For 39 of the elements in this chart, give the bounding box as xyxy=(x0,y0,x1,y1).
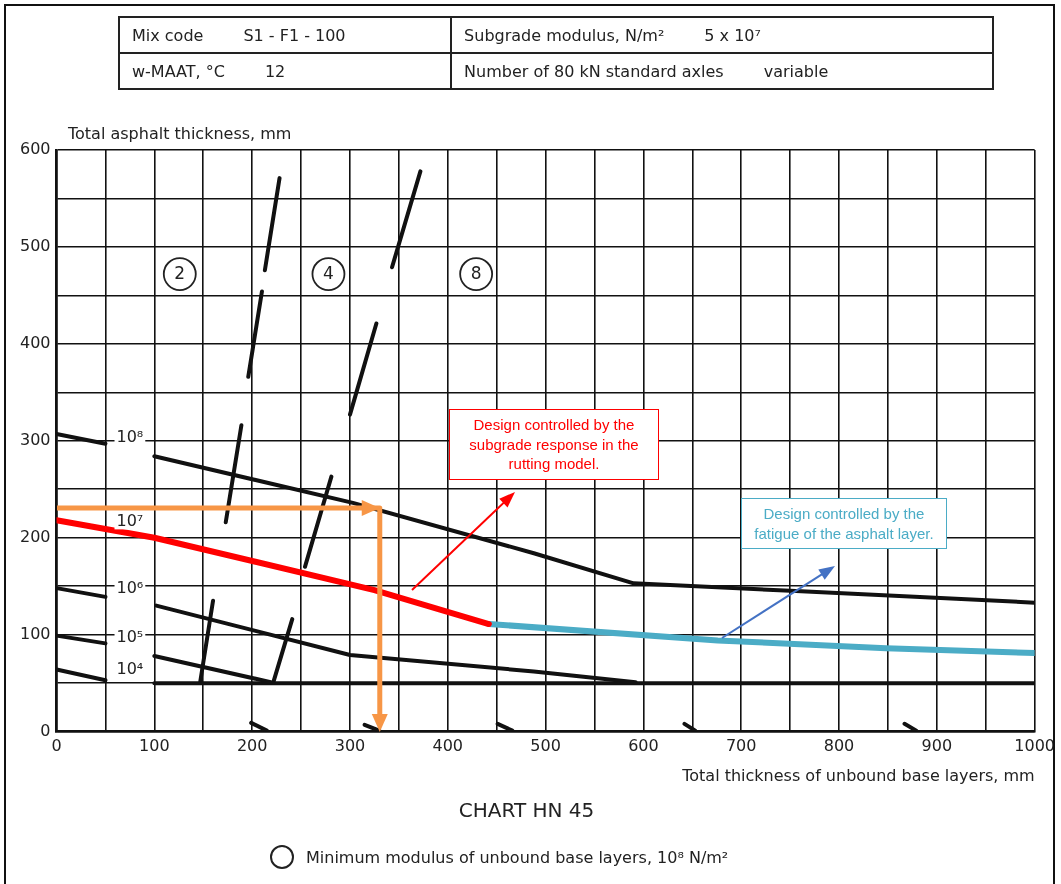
x-tick-label: 700 xyxy=(725,736,757,756)
text: w-MAAT, °C xyxy=(132,61,225,81)
x-tick-label: 800 xyxy=(823,736,855,756)
annotation: 8 xyxy=(470,263,482,284)
series-label: 10⁶ xyxy=(116,578,144,598)
text: variable xyxy=(763,61,829,81)
series-label: 10⁷ xyxy=(116,510,144,530)
annotation: 4 xyxy=(323,263,334,284)
text: CHART HN 45 xyxy=(458,798,595,823)
y-tick-label: 100 xyxy=(19,623,51,643)
text: Minimum modulus of unbound base layers, 10⁸ N/m² xyxy=(306,847,729,867)
text: S1 - F1 - 100 xyxy=(243,25,346,45)
x-tick-label: 300 xyxy=(334,736,366,756)
annotation: 2 xyxy=(174,263,186,284)
y-tick-label: 400 xyxy=(19,333,51,353)
text: 12 xyxy=(264,61,286,81)
x-tick-label: 500 xyxy=(530,736,561,756)
series-label: 10⁴ xyxy=(116,658,144,678)
text: 5 x 10⁷ xyxy=(704,25,761,45)
y-tick-label: 0 xyxy=(40,720,51,740)
x-tick-label: 400 xyxy=(432,736,464,756)
x-tick-label: 100 xyxy=(139,736,170,756)
y-tick-label: 600 xyxy=(19,139,51,159)
y-axis-title: Total asphalt thickness, mm xyxy=(68,124,292,143)
x-tick-label: 900 xyxy=(921,736,953,756)
x-tick-label: 600 xyxy=(628,736,659,756)
x-tick-label: 200 xyxy=(236,736,268,756)
text: Number of 80 kN standard axles xyxy=(464,61,724,81)
annotation: Design controlled by the subgrade response in the rutting model. xyxy=(449,409,659,480)
series-label: 10⁵ xyxy=(116,626,144,646)
annotation: Design controlled by the fatigue of the asphalt layer. xyxy=(741,498,947,549)
x-tick-label: 1000 xyxy=(1014,736,1055,756)
y-tick-label: 500 xyxy=(19,236,51,256)
y-tick-label: 200 xyxy=(19,526,51,546)
text: Subgrade modulus, N/m² xyxy=(464,25,665,45)
series-label: 10⁸ xyxy=(116,427,144,447)
x-axis-title: Total thickness of unbound base layers, mm xyxy=(681,765,1035,785)
y-tick-label: 300 xyxy=(19,429,51,449)
text: Mix code xyxy=(132,25,204,45)
